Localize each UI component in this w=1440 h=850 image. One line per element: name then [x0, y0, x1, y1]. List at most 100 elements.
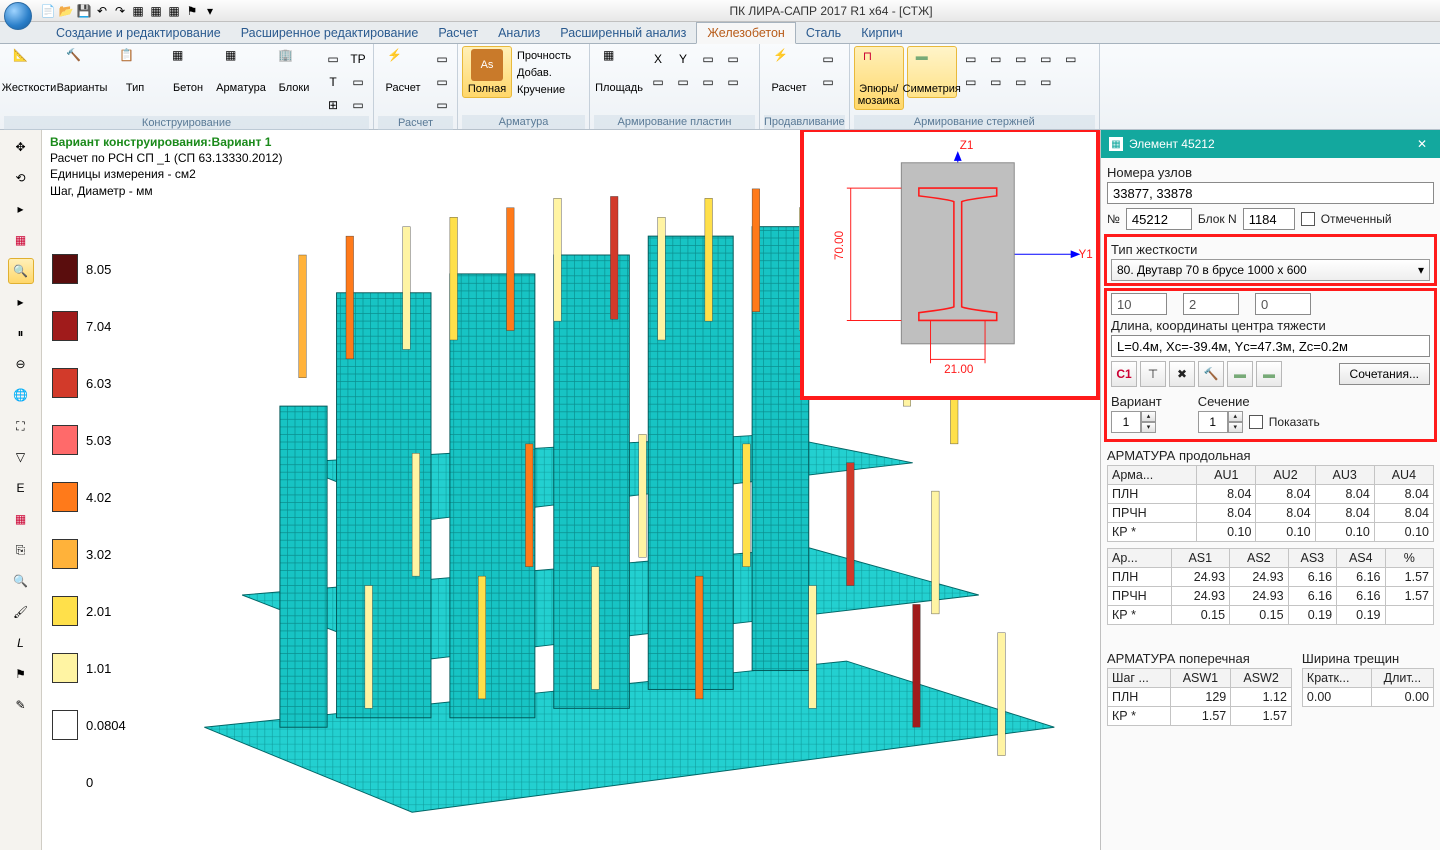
- rb-type[interactable]: 📋Тип: [110, 46, 160, 96]
- new-icon[interactable]: 📄: [40, 3, 56, 19]
- lt-e[interactable]: E: [8, 475, 34, 501]
- rs-c3[interactable]: ▭: [431, 94, 453, 116]
- app-logo-orb[interactable]: [4, 2, 32, 30]
- p3-input: [1255, 293, 1311, 315]
- tab-calc[interactable]: Расчет: [428, 23, 488, 43]
- lt-copy[interactable]: ⎘: [8, 537, 34, 563]
- rs-a1[interactable]: ▭: [322, 48, 344, 70]
- rs-g3[interactable]: ▭: [985, 48, 1007, 70]
- rb-rebar[interactable]: ▦Арматура: [216, 46, 266, 96]
- tb-t1[interactable]: ⊤: [1140, 361, 1166, 387]
- tab-extedit[interactable]: Расширенное редактирование: [231, 23, 429, 43]
- tab-create[interactable]: Создание и редактирование: [46, 23, 231, 43]
- rs-y[interactable]: Y: [672, 48, 694, 70]
- rb-variants[interactable]: 🔨Варианты: [57, 46, 107, 96]
- rs-g5[interactable]: ▭: [1010, 48, 1032, 70]
- rs-x[interactable]: X: [647, 48, 669, 70]
- rs-p1[interactable]: ▭: [817, 48, 839, 70]
- rs-c2[interactable]: ▭: [431, 71, 453, 93]
- rb-symm[interactable]: ▬Симметрия: [907, 46, 957, 98]
- tab-extanalysis[interactable]: Расширенный анализ: [550, 23, 696, 43]
- save-icon[interactable]: 💾: [76, 3, 92, 19]
- redo-icon[interactable]: ↷: [112, 3, 128, 19]
- panel-close-icon[interactable]: ✕: [1412, 137, 1432, 151]
- lt-flag[interactable]: ⚑: [8, 661, 34, 687]
- lt-arrow2[interactable]: ▸: [8, 289, 34, 315]
- rs-e5[interactable]: ▭: [722, 48, 744, 70]
- tab-brick[interactable]: Кирпич: [851, 23, 912, 43]
- cube1-icon[interactable]: ▦: [130, 3, 146, 19]
- rs-b3[interactable]: ▭: [347, 94, 369, 116]
- marked-checkbox[interactable]: [1301, 212, 1315, 226]
- lt-pause[interactable]: ⏸: [8, 320, 34, 346]
- dropdown-icon[interactable]: ▾: [202, 3, 218, 19]
- viewport[interactable]: Вариант конструирования:Вариант 1 Расчет…: [42, 130, 1100, 850]
- rs-p2[interactable]: ▭: [817, 71, 839, 93]
- rs-e6[interactable]: ▭: [722, 71, 744, 93]
- rb-stiffness[interactable]: 📐Жесткости: [4, 46, 54, 96]
- stiffness-select[interactable]: 80. Двутавр 70 в брусе 1000 x 600 ▾: [1111, 259, 1430, 281]
- show-checkbox[interactable]: [1249, 415, 1263, 429]
- rs-g7[interactable]: ▭: [1035, 48, 1057, 70]
- rs-g1[interactable]: ▭: [960, 48, 982, 70]
- tb-t4[interactable]: ▬: [1227, 361, 1253, 387]
- rs-e1[interactable]: ▭: [647, 71, 669, 93]
- cube3-icon[interactable]: ▦: [166, 3, 182, 19]
- section-spin[interactable]: ▴▾: [1198, 411, 1243, 433]
- rb-punch[interactable]: ⚡Расчет: [764, 46, 814, 96]
- rs-b2[interactable]: ▭: [347, 71, 369, 93]
- lt-filter[interactable]: ▽: [8, 444, 34, 470]
- rl-2[interactable]: Добав.: [515, 65, 585, 81]
- rl-3[interactable]: Кручение: [515, 82, 585, 98]
- tb-c1[interactable]: C1: [1111, 361, 1137, 387]
- variant-spin[interactable]: ▴▾: [1111, 411, 1162, 433]
- rs-a2[interactable]: T: [322, 71, 344, 93]
- lt-rotate[interactable]: ⟲: [8, 165, 34, 191]
- rb-full[interactable]: AsПолная: [462, 46, 512, 98]
- rb-concrete[interactable]: ▦Бетон: [163, 46, 213, 96]
- rb-area[interactable]: ▦Площадь: [594, 46, 644, 96]
- lt-fit[interactable]: ⛶: [8, 413, 34, 439]
- tab-concrete[interactable]: Железобетон: [696, 22, 795, 44]
- lt-select[interactable]: ▦: [8, 227, 34, 253]
- n-input[interactable]: [1126, 208, 1192, 230]
- block-input[interactable]: [1243, 208, 1295, 230]
- tab-analysis[interactable]: Анализ: [488, 23, 550, 43]
- rb-calc[interactable]: ⚡Расчет: [378, 46, 428, 96]
- lt-brush[interactable]: 🖌: [8, 599, 34, 625]
- rs-a3[interactable]: ⊞: [322, 94, 344, 116]
- lt-globe[interactable]: 🌐: [8, 382, 34, 408]
- flag-icon[interactable]: ⚑: [184, 3, 200, 19]
- lt-pen[interactable]: ✎: [8, 692, 34, 718]
- rs-b1[interactable]: TP: [347, 48, 369, 70]
- tb-t3[interactable]: 🔨: [1198, 361, 1224, 387]
- lt-search[interactable]: 🔍: [8, 568, 34, 594]
- lt-red[interactable]: ▦: [8, 506, 34, 532]
- rl-1[interactable]: Прочность: [515, 48, 585, 64]
- cube2-icon[interactable]: ▦: [148, 3, 164, 19]
- undo-icon[interactable]: ↶: [94, 3, 110, 19]
- rs-g8[interactable]: ▭: [1035, 71, 1057, 93]
- rs-e4[interactable]: ▭: [697, 71, 719, 93]
- rs-c1[interactable]: ▭: [431, 48, 453, 70]
- nodes-input[interactable]: [1107, 182, 1434, 204]
- open-icon[interactable]: 📂: [58, 3, 74, 19]
- lt-zoom[interactable]: 🔍: [8, 258, 34, 284]
- rs-g2[interactable]: ▭: [960, 71, 982, 93]
- rb-epure[interactable]: ⊓Эпюры/ мозаика: [854, 46, 904, 110]
- combinations-button[interactable]: Сочетания...: [1339, 363, 1430, 385]
- rs-e2[interactable]: ▭: [672, 71, 694, 93]
- tb-t5[interactable]: ▬: [1256, 361, 1282, 387]
- lt-pan[interactable]: ✥: [8, 134, 34, 160]
- rs-g6[interactable]: ▭: [1010, 71, 1032, 93]
- tb-t2[interactable]: ✖: [1169, 361, 1195, 387]
- rb-blocks[interactable]: 🏢Блоки: [269, 46, 319, 96]
- lt-minus[interactable]: ⊖: [8, 351, 34, 377]
- tab-steel[interactable]: Сталь: [796, 23, 851, 43]
- rs-e3[interactable]: ▭: [697, 48, 719, 70]
- rs-g4[interactable]: ▭: [985, 71, 1007, 93]
- rs-g9[interactable]: ▭: [1060, 48, 1082, 70]
- length-input[interactable]: [1111, 335, 1430, 357]
- lt-italic[interactable]: L: [8, 630, 34, 656]
- lt-arrow[interactable]: ▸: [8, 196, 34, 222]
